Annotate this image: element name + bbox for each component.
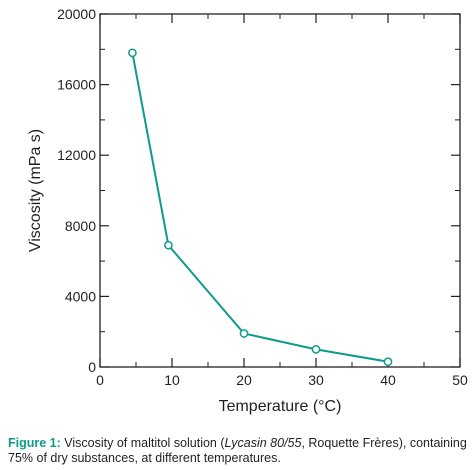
data-point: [383, 357, 393, 367]
x-tick-label: 50: [452, 372, 468, 388]
caption-text-after: , Roquette Frères), containing 75% of dr…: [8, 436, 467, 465]
y-axis-title: Viscosity (mPa s): [27, 129, 44, 252]
x-axis-title: Temperature (°C): [219, 398, 342, 415]
x-tick-label: 10: [164, 372, 180, 388]
x-tick-label: 40: [380, 372, 396, 388]
y-tick-label: 0: [88, 359, 96, 375]
caption-product-name: Lycasin 80/55: [224, 436, 302, 450]
x-tick-label: 0: [96, 372, 104, 388]
plot-frame: [99, 13, 461, 368]
caption-text-before: Viscosity of maltitol solution (: [60, 436, 225, 450]
y-tick-label: 16000: [57, 77, 96, 93]
caption-label: Figure 1:: [8, 436, 61, 450]
chart: 0 10 20 30 40 50 0 4000 8000 12000 16000 20000 Tempe…: [27, 6, 468, 415]
figure-caption: Figure 1: Viscosity of maltitol solution…: [8, 436, 470, 466]
y-tick-label: 20000: [57, 6, 96, 22]
y-tick-label: 8000: [65, 218, 96, 234]
x-tick-label: 20: [236, 372, 252, 388]
data-point: [239, 329, 249, 338]
y-tick-label: 4000: [65, 288, 96, 304]
data-point: [311, 345, 321, 354]
y-tick-label: 12000: [57, 147, 96, 163]
data-point: [164, 240, 173, 250]
data-point: [128, 48, 137, 58]
x-tick-label: 30: [308, 372, 324, 388]
series-line: [131, 52, 389, 363]
